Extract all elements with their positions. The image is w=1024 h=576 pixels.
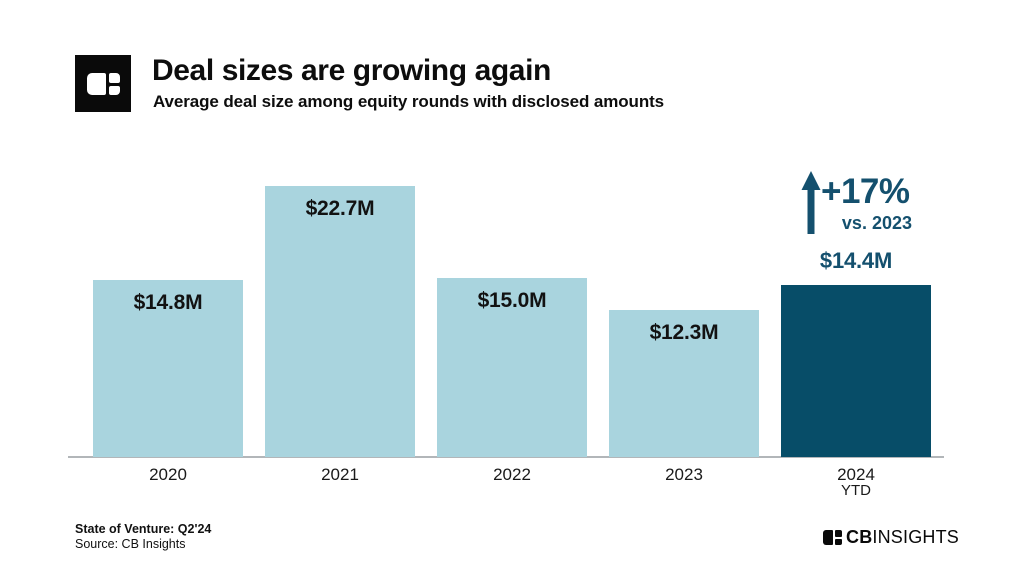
- bar-value-label: $12.3M: [649, 321, 719, 344]
- bar-value-label: $14.8M: [133, 291, 203, 314]
- brand-cb: CB: [846, 527, 873, 547]
- bar-value-label: $15.0M: [477, 289, 547, 312]
- cb-insights-window-icon: [823, 530, 842, 545]
- brand-insights: INSIGHTS: [872, 527, 960, 547]
- logo-pane: [835, 530, 842, 537]
- chart-subtitle: Average deal size among equity rounds wi…: [153, 92, 665, 111]
- cb-insights-wordmark: CBINSIGHTS: [823, 527, 959, 548]
- x-axis-label-2020: 2020: [149, 465, 187, 484]
- bar-2021: $22.7M: [265, 186, 415, 457]
- brand-text: CBINSIGHTS: [846, 527, 959, 548]
- bar-2023: $12.3M: [609, 310, 759, 457]
- bar-2022: $15.0M: [437, 278, 587, 457]
- cb-insights-logo-icon: [75, 55, 131, 112]
- bar-value-label: $14.4M: [819, 248, 893, 273]
- logo-pane: [109, 85, 120, 95]
- x-axis-label-2021: 2021: [321, 465, 359, 484]
- bar-2024: [781, 285, 931, 457]
- bar-value-label: $22.7M: [305, 197, 375, 220]
- x-axis-label-2024: 2024 YTD: [837, 465, 875, 499]
- logo-pane: [109, 73, 120, 83]
- x-axis-line: [68, 456, 944, 458]
- annotation-vs-2023: vs. 2023: [841, 213, 912, 233]
- logo-pane: [835, 538, 842, 545]
- logo-pane: [823, 530, 833, 545]
- logo-pane: [87, 73, 106, 95]
- source-note: State of Venture: Q2'24 Source: CB Insig…: [75, 522, 211, 552]
- report-name: State of Venture: Q2'24: [75, 522, 212, 536]
- x-axis-label-2023: 2023: [665, 465, 703, 484]
- annotation-delta: +17%: [821, 172, 910, 211]
- bar-chart: $14.8M 2020 $22.7M 2021 $15.0M 2022 $12.3M 2023…: [68, 160, 944, 499]
- x-axis-label-2022: 2022: [493, 465, 531, 484]
- source-credit: Source: CB Insights: [75, 537, 186, 551]
- bar-2020: $14.8M: [93, 280, 243, 457]
- up-arrow-icon: [801, 171, 821, 234]
- chart-title: Deal sizes are growing again: [152, 54, 551, 87]
